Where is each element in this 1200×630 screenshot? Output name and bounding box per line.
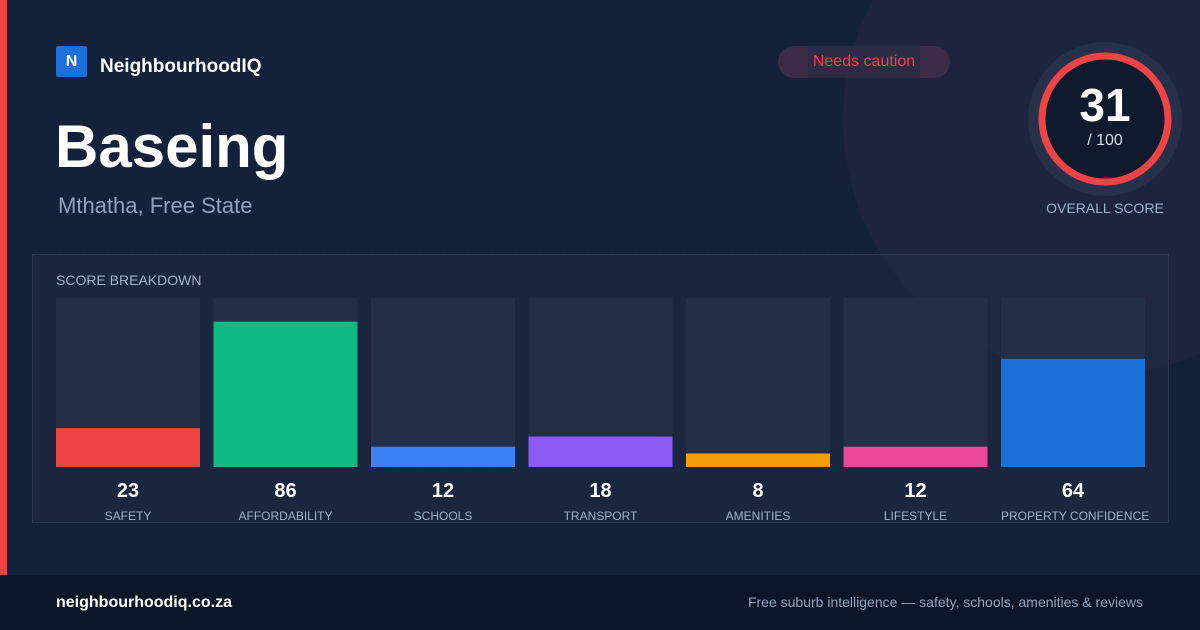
overall-score-label: OVERALL SCORE (1046, 200, 1164, 216)
bar-safety (56, 428, 200, 467)
bar-track-lifestyle (843, 298, 988, 467)
bar-track-schools (371, 298, 515, 467)
overall-score-ring (1028, 42, 1182, 196)
bar-property-confidence (1001, 358, 1145, 467)
overall-score-max: / 100 (1087, 132, 1123, 149)
bar-value-lifestyle: 12 (904, 480, 927, 502)
bar-label-amenities: AMENITIES (725, 509, 791, 523)
footer (0, 575, 1200, 630)
brand-name: NeighbourhoodIQ (100, 56, 262, 77)
bar-value-safety: 23 (116, 480, 140, 502)
status-badge-label: Needs caution (812, 53, 916, 70)
accent-stripe (0, 0, 7, 575)
logo-letter: N (65, 52, 78, 70)
suburb-location: Mthatha, Free State (58, 193, 253, 218)
bar-label-lifestyle: LIFESTYLE (883, 509, 948, 523)
bar-label-property-confidence: PROPERTY CONFIDENCE (1001, 509, 1150, 523)
bar-value-affordability: 86 (274, 480, 297, 502)
score-ring-inner (1042, 56, 1168, 182)
bar-value-amenities: 8 (752, 480, 764, 502)
overall-score-value: 31 (1079, 79, 1131, 131)
bar-amenities (686, 453, 830, 467)
suburb-name: Baseing (55, 113, 289, 180)
score-ring-arc (1038, 52, 1172, 186)
bar-transport (528, 436, 673, 467)
status-badge: Needs caution (778, 46, 950, 78)
footer-url: neighbourhoodiq.co.za (56, 594, 232, 611)
bar-label-affordability: AFFORDABILITY (238, 509, 333, 523)
bar-value-schools: 12 (431, 480, 455, 502)
logo-icon: N (56, 46, 87, 77)
bar-label-safety: SAFETY (104, 509, 152, 523)
bar-label-transport: TRANSPORT (563, 509, 638, 523)
bar-value-property-confidence: 64 (1061, 480, 1085, 502)
bar-value-transport: 18 (589, 480, 612, 502)
score-breakdown-title: SCORE BREAKDOWN (56, 272, 202, 288)
footer-tagline: Free suburb intelligence — safety, schoo… (747, 594, 1143, 610)
bar-affordability (213, 321, 358, 467)
bar-lifestyle (843, 446, 988, 467)
bar-label-schools: SCHOOLS (413, 509, 473, 523)
bar-track-amenities (686, 298, 830, 467)
bar-schools (371, 446, 515, 467)
